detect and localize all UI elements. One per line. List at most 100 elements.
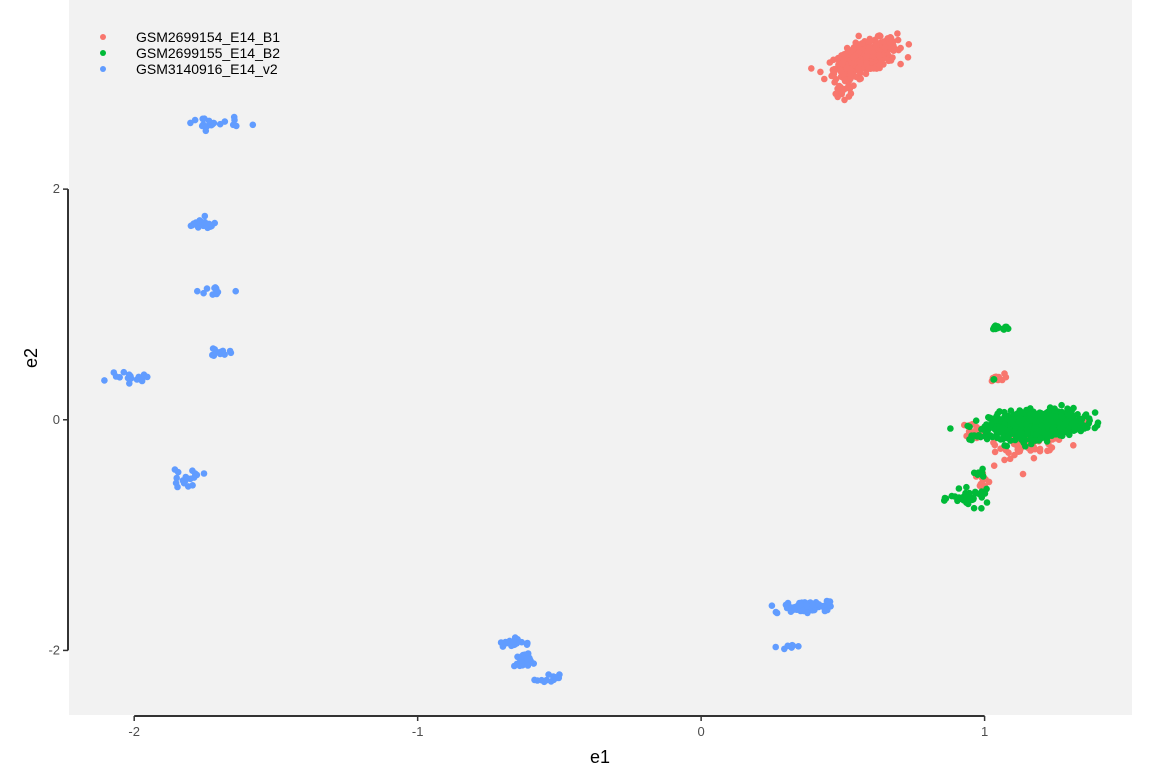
data-point <box>834 93 841 101</box>
data-point <box>1015 446 1022 453</box>
data-point <box>190 220 197 227</box>
data-point <box>545 671 552 678</box>
data-point <box>1024 428 1031 436</box>
data-point <box>1006 455 1014 463</box>
data-point <box>837 83 844 91</box>
data-point <box>112 373 120 380</box>
data-point <box>1003 442 1011 450</box>
x-tick-label: 1 <box>981 724 988 739</box>
points-layer <box>101 30 1102 686</box>
data-point <box>499 643 507 650</box>
data-point <box>171 466 179 473</box>
data-point <box>1043 415 1050 422</box>
data-point <box>1006 417 1014 425</box>
data-point <box>189 482 196 489</box>
data-point <box>203 285 211 292</box>
data-point <box>897 44 904 52</box>
data-point <box>976 490 983 498</box>
data-point <box>863 59 870 67</box>
data-point <box>841 77 849 85</box>
legend-key-3 <box>100 66 106 72</box>
data-point <box>960 497 967 504</box>
data-point <box>999 325 1007 333</box>
data-point <box>970 504 978 512</box>
data-point <box>1007 407 1015 415</box>
data-point <box>795 643 802 650</box>
data-point <box>530 660 537 667</box>
data-point <box>1091 409 1099 416</box>
data-point <box>876 52 883 59</box>
legend-label-1: GSM2699154_E14_B1 <box>136 29 280 45</box>
data-point <box>1058 412 1065 420</box>
data-point <box>849 54 857 61</box>
data-point <box>941 494 949 502</box>
data-point <box>841 96 848 104</box>
data-point <box>1005 432 1012 440</box>
data-point <box>1001 370 1008 377</box>
data-point <box>838 59 846 67</box>
data-point <box>1017 430 1024 437</box>
data-point <box>835 54 842 62</box>
data-point <box>1027 405 1034 412</box>
data-point <box>885 57 892 65</box>
data-point <box>1020 439 1027 447</box>
data-point <box>821 607 829 615</box>
data-point <box>1030 454 1038 462</box>
data-point <box>897 60 904 68</box>
data-point <box>523 641 531 648</box>
data-point <box>825 598 832 605</box>
data-point <box>840 51 848 58</box>
data-point <box>203 221 210 229</box>
data-point <box>101 377 108 384</box>
data-point <box>866 38 873 46</box>
data-point <box>992 415 1000 423</box>
data-point <box>125 371 133 379</box>
data-point <box>985 478 993 486</box>
data-point <box>210 352 218 360</box>
data-point <box>856 59 864 67</box>
data-point <box>1062 417 1070 425</box>
data-point <box>232 287 239 295</box>
data-point <box>798 600 805 608</box>
data-point <box>249 121 257 129</box>
plot-panel <box>69 0 1132 715</box>
data-point <box>1066 411 1073 419</box>
data-point <box>173 474 180 482</box>
data-point <box>809 601 816 609</box>
data-point <box>200 289 207 297</box>
data-point <box>1019 470 1027 478</box>
data-point <box>978 505 985 512</box>
data-point <box>986 415 994 423</box>
data-point <box>1031 424 1039 432</box>
data-point <box>870 65 877 72</box>
data-point <box>990 462 998 470</box>
data-point <box>1055 419 1063 426</box>
data-point <box>174 483 181 491</box>
y-axis-title: e2 <box>21 348 41 368</box>
data-point <box>947 425 954 432</box>
data-point <box>144 373 151 381</box>
data-point <box>837 67 845 75</box>
data-point <box>221 351 228 358</box>
y-tick-label: 0 <box>53 412 60 427</box>
data-point <box>551 673 559 681</box>
data-point <box>991 448 999 456</box>
data-point <box>1032 411 1039 419</box>
x-tick-label: -2 <box>128 724 140 739</box>
data-point <box>510 638 517 645</box>
data-point <box>966 496 974 503</box>
y-ticks: -2 0 2 <box>48 181 68 657</box>
data-point <box>233 122 240 130</box>
data-point <box>978 426 985 433</box>
data-point <box>1022 421 1030 428</box>
x-axis-title: e1 <box>590 747 610 767</box>
data-point <box>201 212 209 220</box>
data-point <box>226 347 234 355</box>
series-3-points <box>101 113 834 686</box>
data-point <box>983 499 991 506</box>
data-point <box>843 64 851 72</box>
x-tick-label: 0 <box>698 724 705 739</box>
data-point <box>1005 449 1012 457</box>
data-point <box>1012 423 1019 431</box>
